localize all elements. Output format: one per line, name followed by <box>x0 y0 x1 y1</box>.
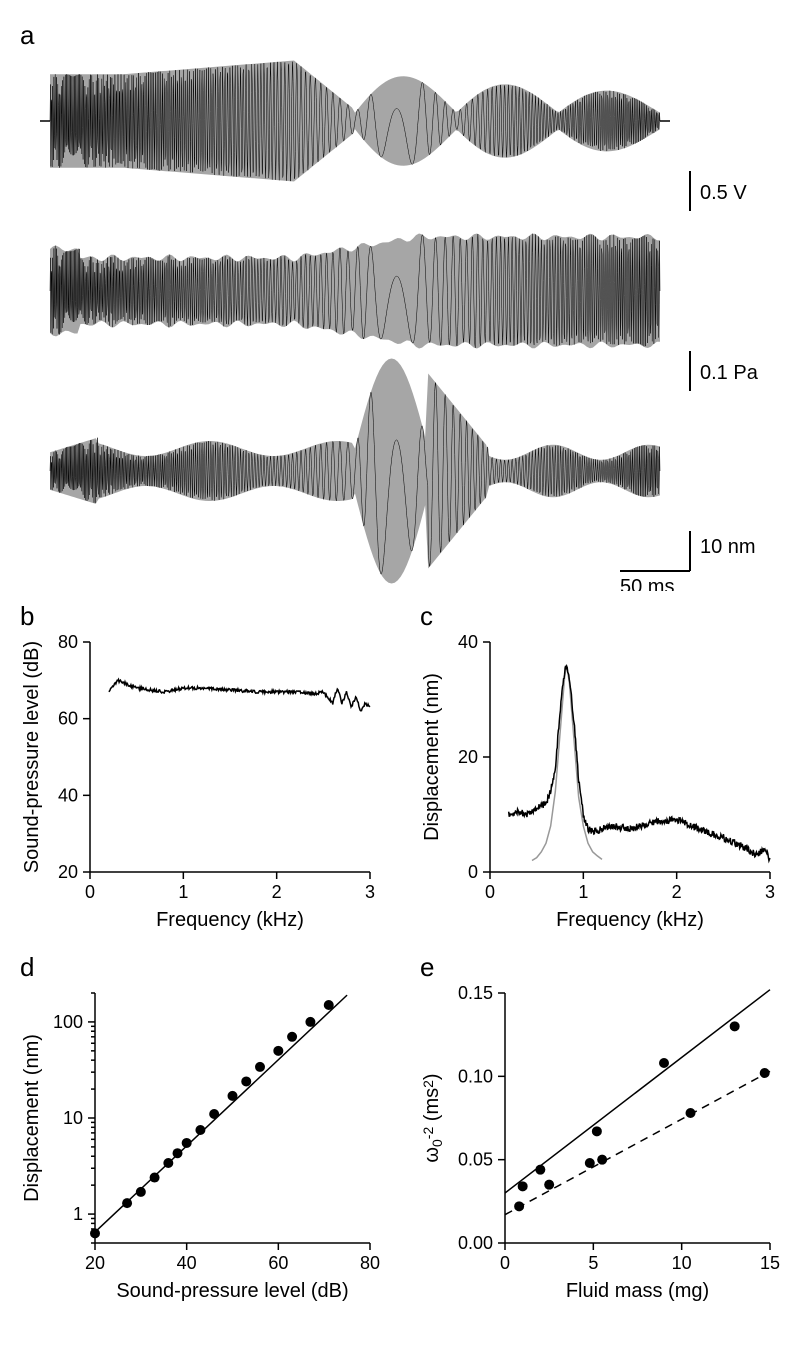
svg-text:0: 0 <box>500 1253 510 1273</box>
svg-text:10: 10 <box>672 1253 692 1273</box>
svg-text:3: 3 <box>365 882 375 902</box>
svg-text:ω0-2 (ms2): ω0-2 (ms2) <box>420 1073 444 1162</box>
svg-text:0.1 Pa: 0.1 Pa <box>700 362 759 384</box>
svg-text:80: 80 <box>58 632 78 652</box>
svg-text:50 ms: 50 ms <box>620 576 674 591</box>
svg-text:10 nm: 10 nm <box>700 536 756 558</box>
panel-c: c 0 1 2 3 0 20 40 Frequency (kHz) Displacement (… <box>420 601 780 932</box>
panel-b-label: b <box>20 601 380 632</box>
svg-text:2: 2 <box>672 882 682 902</box>
svg-text:Fluid mass (mg): Fluid mass (mg) <box>566 1280 709 1302</box>
panel-b-svg: 0 1 2 3 20 40 60 80 Frequency (kHz) Sound-pressur… <box>20 632 380 932</box>
svg-text:20: 20 <box>58 862 78 882</box>
panel-e-svg: 0 5 10 15 0.00 0.05 0.10 0.15 Fluid mass (mg) ω0-… <box>420 983 780 1303</box>
figure-root: a 0.5 V0.1 Pa10 nm50 ms b 012320406080Fr… <box>20 20 780 1303</box>
svg-text:Frequency (kHz): Frequency (kHz) <box>556 909 704 931</box>
svg-text:10: 10 <box>63 1108 83 1128</box>
svg-text:0.10: 0.10 <box>458 1066 493 1086</box>
svg-text:2: 2 <box>272 882 282 902</box>
svg-text:1: 1 <box>73 1204 83 1224</box>
svg-text:100: 100 <box>53 1012 83 1032</box>
svg-text:Displacement (nm): Displacement (nm) <box>21 1034 43 1202</box>
panel-a: a 0.5 V 0.1 Pa 10 nm 50 ms <box>20 20 780 591</box>
panel-c-label: c <box>420 601 780 632</box>
panel-d: d 20 40 60 80 1 10 100 Sound-pressure level (dB… <box>20 952 380 1303</box>
svg-text:80: 80 <box>360 1253 380 1273</box>
svg-text:60: 60 <box>268 1253 288 1273</box>
svg-text:40: 40 <box>177 1253 197 1273</box>
svg-text:0.00: 0.00 <box>458 1233 493 1253</box>
svg-text:0.15: 0.15 <box>458 983 493 1003</box>
svg-text:60: 60 <box>58 709 78 729</box>
panel-a-label: a <box>20 20 780 51</box>
svg-text:3: 3 <box>765 882 775 902</box>
svg-text:0: 0 <box>468 862 478 882</box>
svg-text:15: 15 <box>760 1253 780 1273</box>
svg-text:1: 1 <box>178 882 188 902</box>
svg-text:20: 20 <box>458 747 478 767</box>
svg-text:0.05: 0.05 <box>458 1150 493 1170</box>
panel-b: b 0 1 2 3 20 40 60 80 Frequency (kHz) Sound-press… <box>20 601 380 932</box>
svg-text:40: 40 <box>58 785 78 805</box>
svg-text:0: 0 <box>85 882 95 902</box>
panel-e-label: e <box>420 952 780 983</box>
svg-text:Frequency (kHz): Frequency (kHz) <box>156 909 304 931</box>
panel-d-svg: 20 40 60 80 1 10 100 Sound-pressure level (dB) D… <box>20 983 380 1303</box>
svg-text:20: 20 <box>85 1253 105 1273</box>
svg-text:40: 40 <box>458 632 478 652</box>
svg-text:1: 1 <box>578 882 588 902</box>
svg-text:Sound-pressure level (dB): Sound-pressure level (dB) <box>116 1280 348 1302</box>
panel-a-svg: 0.5 V 0.1 Pa 10 nm 50 ms <box>20 51 780 591</box>
svg-text:0: 0 <box>485 882 495 902</box>
panel-d-label: d <box>20 952 380 983</box>
svg-text:Displacement (nm): Displacement (nm) <box>421 673 443 841</box>
panel-c-svg: 0 1 2 3 0 20 40 Frequency (kHz) Displacement (nm… <box>420 632 780 932</box>
svg-text:0.5 V: 0.5 V <box>700 182 747 204</box>
panel-e: e 0 5 10 15 0.00 0.05 0.10 0.15 Fluid mass (mg) ω… <box>420 952 780 1303</box>
svg-text:5: 5 <box>588 1253 598 1273</box>
svg-text:Sound-pressure level (dB): Sound-pressure level (dB) <box>21 641 43 873</box>
